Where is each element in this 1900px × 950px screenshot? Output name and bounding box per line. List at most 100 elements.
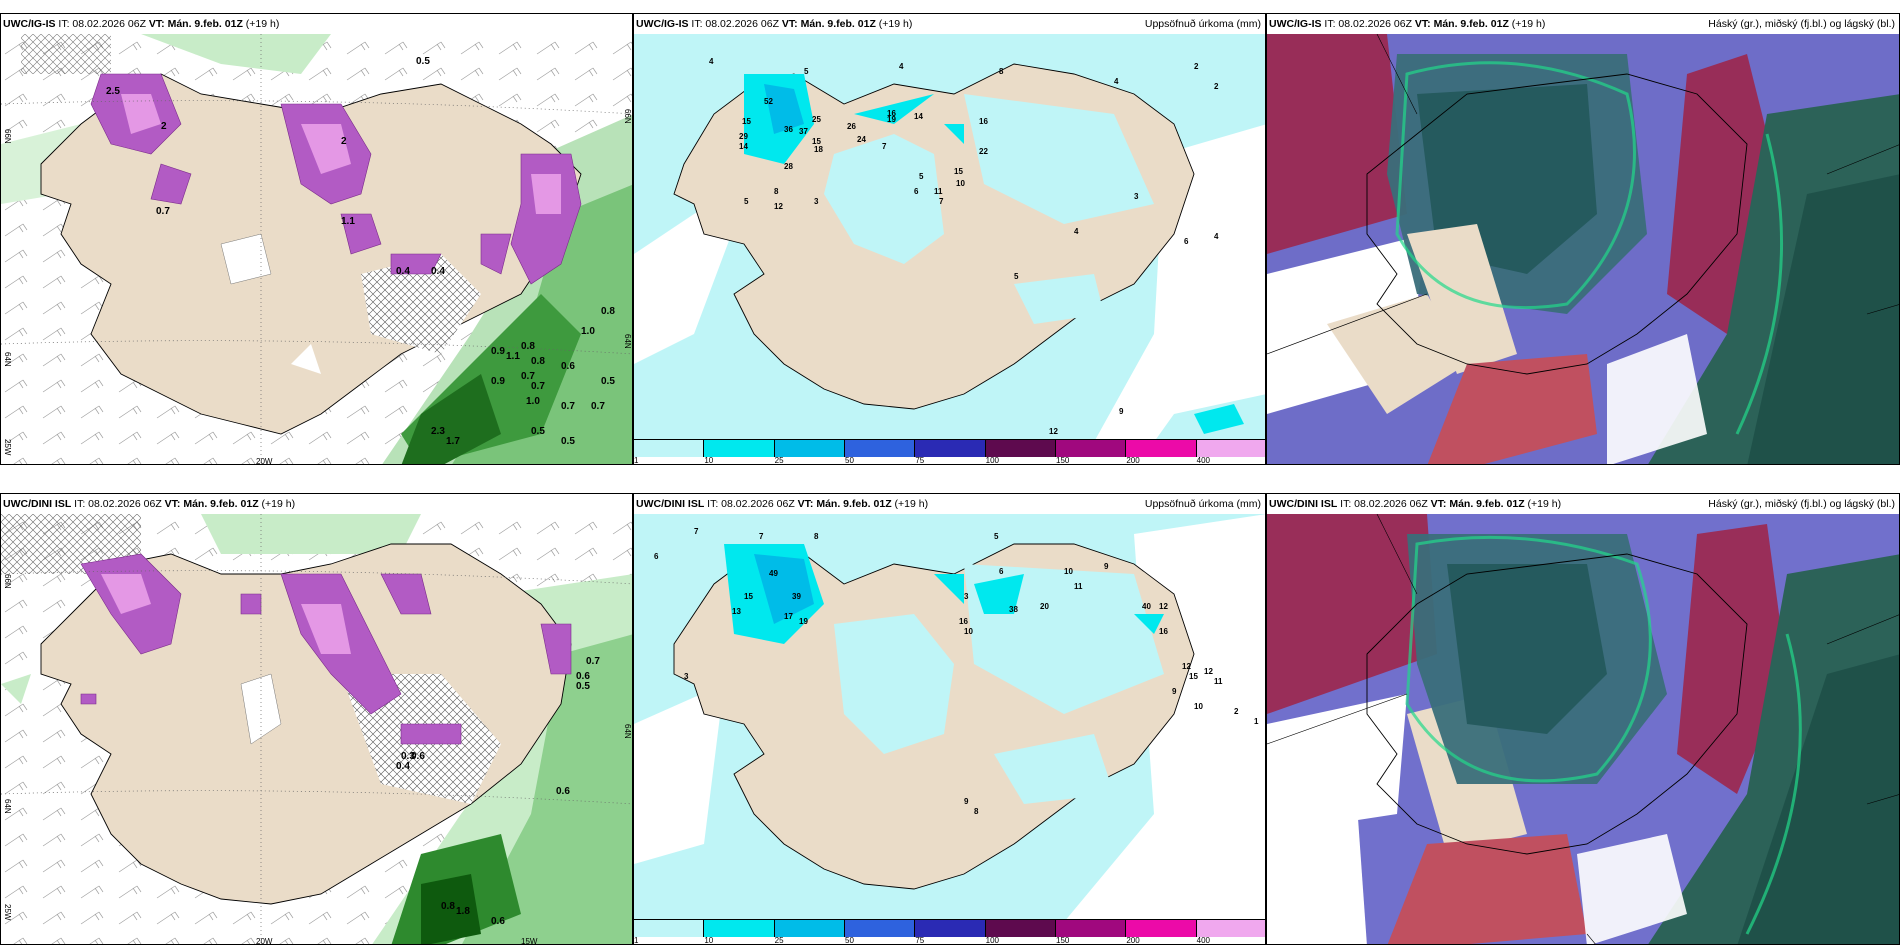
map-value-label: 0.4 bbox=[396, 761, 410, 772]
map-value-label: 0.6 bbox=[576, 671, 590, 682]
map-value-label: 2 bbox=[341, 136, 347, 147]
map-value-label: 8 bbox=[974, 807, 979, 816]
map-value-label: 4 bbox=[709, 57, 714, 66]
map-value-label: 5 bbox=[744, 197, 749, 206]
panel-title: UWC/DINI ISL IT: 08.02.2026 06Z VT: Mán.… bbox=[3, 498, 296, 510]
map-value-label: 37 bbox=[799, 127, 808, 136]
legend-label: 400 bbox=[1196, 456, 1211, 465]
map-value-label: 1.1 bbox=[341, 216, 355, 227]
map-value-label: 13 bbox=[732, 607, 741, 616]
legend-color-swatch bbox=[915, 440, 986, 457]
map-value-label: 0.7 bbox=[531, 381, 545, 392]
map-value-label: 6 bbox=[1184, 237, 1189, 246]
map-value-label: 7 bbox=[882, 142, 887, 151]
map-value-label: 0.8 bbox=[521, 341, 535, 352]
map-value-label: 10 bbox=[956, 179, 965, 188]
map-value-label: 16 bbox=[1159, 627, 1168, 636]
map-value-label: 5 bbox=[1014, 272, 1019, 281]
map-value-label: 0.4 bbox=[396, 266, 410, 277]
legend-color-swatch bbox=[845, 920, 916, 937]
map-value-label: 0.9 bbox=[491, 376, 505, 387]
map-value-label: 10 bbox=[1064, 567, 1073, 576]
map-value-label: 20 bbox=[1040, 602, 1049, 611]
map-value-label: 1 bbox=[1254, 717, 1259, 726]
map-value-label: 7 bbox=[759, 532, 764, 541]
map-value-label: 5 bbox=[804, 67, 809, 76]
legend-label: 25 bbox=[774, 456, 784, 465]
panel-title: UWC/DINI ISL IT: 08.02.2026 06Z VT: Mán.… bbox=[636, 498, 1261, 510]
map-bottom-right bbox=[1267, 514, 1899, 944]
legend-label: 50 bbox=[845, 936, 854, 945]
coord-label: 25W bbox=[3, 439, 12, 456]
map-value-label: 4 bbox=[1074, 227, 1079, 236]
legend-label: 200 bbox=[1126, 456, 1140, 465]
coord-label: 64N bbox=[623, 724, 632, 739]
legend-color-swatch bbox=[985, 920, 1056, 937]
map-value-label: 39 bbox=[792, 592, 801, 601]
map-value-label: 11 bbox=[934, 187, 943, 196]
legend-label: 150 bbox=[1056, 456, 1070, 465]
panel-bottom-left-wind-precip: UWC/DINI ISL IT: 08.02.2026 06Z VT: Mán.… bbox=[0, 493, 633, 945]
map-value-label: 7 bbox=[939, 197, 944, 206]
map-value-label: 4 bbox=[899, 62, 904, 71]
map-value-label: 19 bbox=[887, 115, 896, 124]
legend-color-swatch bbox=[1126, 440, 1197, 457]
legend-label: 1 bbox=[634, 456, 639, 465]
legend-label: 150 bbox=[1056, 936, 1070, 945]
coord-label: 66N bbox=[3, 129, 12, 144]
map-value-label: 11 bbox=[1074, 582, 1083, 591]
map-value-label: 0.5 bbox=[416, 56, 430, 67]
map-value-label: 9 bbox=[1119, 407, 1124, 416]
coord-label: 66N bbox=[3, 574, 12, 589]
coord-label: 64N bbox=[623, 334, 632, 349]
legend-color-swatch bbox=[1196, 920, 1265, 937]
map-value-label: 2 bbox=[161, 121, 167, 132]
legend-color-swatch bbox=[1126, 920, 1197, 937]
map-value-label: 10 bbox=[964, 627, 973, 636]
map-value-label: 12 bbox=[774, 202, 783, 211]
map-value-label: 19 bbox=[799, 617, 808, 626]
map-value-label: 2 bbox=[1234, 707, 1239, 716]
map-value-label: 8 bbox=[999, 67, 1004, 76]
map-value-label: 15 bbox=[744, 592, 753, 601]
coord-label: 64N bbox=[3, 352, 12, 367]
legend-color-swatch bbox=[915, 920, 986, 937]
map-value-label: 0.6 bbox=[556, 786, 570, 797]
legend-label: 400 bbox=[1196, 936, 1211, 945]
legend-color-swatch bbox=[845, 440, 916, 457]
map-value-label: 1.0 bbox=[581, 326, 595, 337]
panel-top-middle-accum-precip: UWC/IG-IS IT: 08.02.2026 06Z VT: Mán. 9.… bbox=[633, 13, 1266, 465]
map-value-label: 2.3 bbox=[431, 426, 445, 437]
map-value-label: 38 bbox=[1009, 605, 1018, 614]
map-value-label: 9 bbox=[1172, 687, 1177, 696]
legend-label: 75 bbox=[915, 456, 925, 465]
legend-color-swatch bbox=[985, 440, 1056, 457]
map-value-label: 0.7 bbox=[521, 371, 535, 382]
map-value-label: 2.5 bbox=[106, 86, 120, 97]
map-value-label: 52 bbox=[764, 97, 773, 106]
map-value-label: 16 bbox=[887, 109, 896, 118]
map-value-label: 0.8 bbox=[601, 306, 615, 317]
map-value-label: 3 bbox=[1134, 192, 1139, 201]
map-value-label: 18 bbox=[814, 145, 823, 154]
map-value-label: 16 bbox=[979, 117, 988, 126]
map-value-label: 6 bbox=[654, 552, 659, 561]
map-value-label: 3 bbox=[814, 197, 819, 206]
map-value-label: 0.6 bbox=[411, 751, 425, 762]
coord-label: 20W bbox=[256, 937, 273, 945]
map-value-label: 0.9 bbox=[491, 346, 505, 357]
map-value-label: 14 bbox=[914, 112, 923, 121]
panel-title: UWC/IG-IS IT: 08.02.2026 06Z VT: Mán. 9.… bbox=[3, 18, 280, 30]
map-value-label: 0.7 bbox=[586, 656, 600, 667]
coord-label: 15W bbox=[521, 937, 538, 945]
map-value-label: 4 bbox=[1214, 232, 1219, 241]
map-value-label: 22 bbox=[979, 147, 988, 156]
legend-label: 10 bbox=[704, 936, 714, 945]
coord-label: 66N bbox=[623, 109, 632, 124]
map-value-label: 15 bbox=[812, 137, 821, 146]
map-value-label: 0.6 bbox=[491, 916, 505, 927]
map-value-label: 0.5 bbox=[561, 436, 575, 447]
map-value-label: 2 bbox=[1214, 82, 1219, 91]
map-value-label: 40 bbox=[1142, 602, 1151, 611]
